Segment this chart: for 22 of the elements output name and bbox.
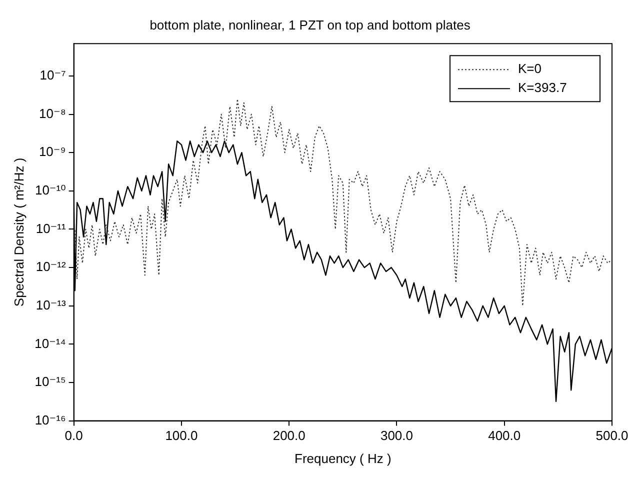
y-tick-label: 10⁻⁷ — [40, 68, 66, 83]
y-tick-label: 10⁻¹² — [36, 259, 67, 274]
y-axis-title: Spectral Density ( m²/Hz ) — [11, 158, 26, 307]
y-tick-label: 10⁻¹⁶ — [34, 412, 66, 428]
legend-label: K=393.7 — [518, 80, 567, 96]
y-tick-label: 10⁻¹⁴ — [34, 336, 66, 351]
legend-label: K=0 — [518, 61, 542, 76]
y-tick-label: 10⁻⁸ — [39, 106, 66, 121]
chart-title: bottom plate, nonlinear, 1 PZT on top and bottom plates — [150, 17, 471, 32]
x-tick-label: 200.0 — [272, 428, 306, 444]
x-tick-label: 500.0 — [596, 428, 628, 444]
y-tick-label: 10⁻¹⁰ — [34, 182, 66, 198]
line-series — [74, 98, 612, 306]
y-tick-label: 10⁻¹⁵ — [34, 374, 66, 390]
x-tick-label: 400.0 — [488, 428, 521, 444]
x-axis-title: Frequency ( Hz ) — [294, 450, 392, 466]
x-tick-label: 100.0 — [165, 428, 198, 444]
y-tick-label: 10⁻¹¹ — [36, 220, 67, 236]
x-tick-label: 0.0 — [64, 428, 83, 444]
y-tick-label: 10⁻¹³ — [36, 297, 67, 312]
x-tick-label: 300.0 — [380, 428, 414, 444]
y-tick-label: 10⁻⁹ — [38, 144, 66, 160]
